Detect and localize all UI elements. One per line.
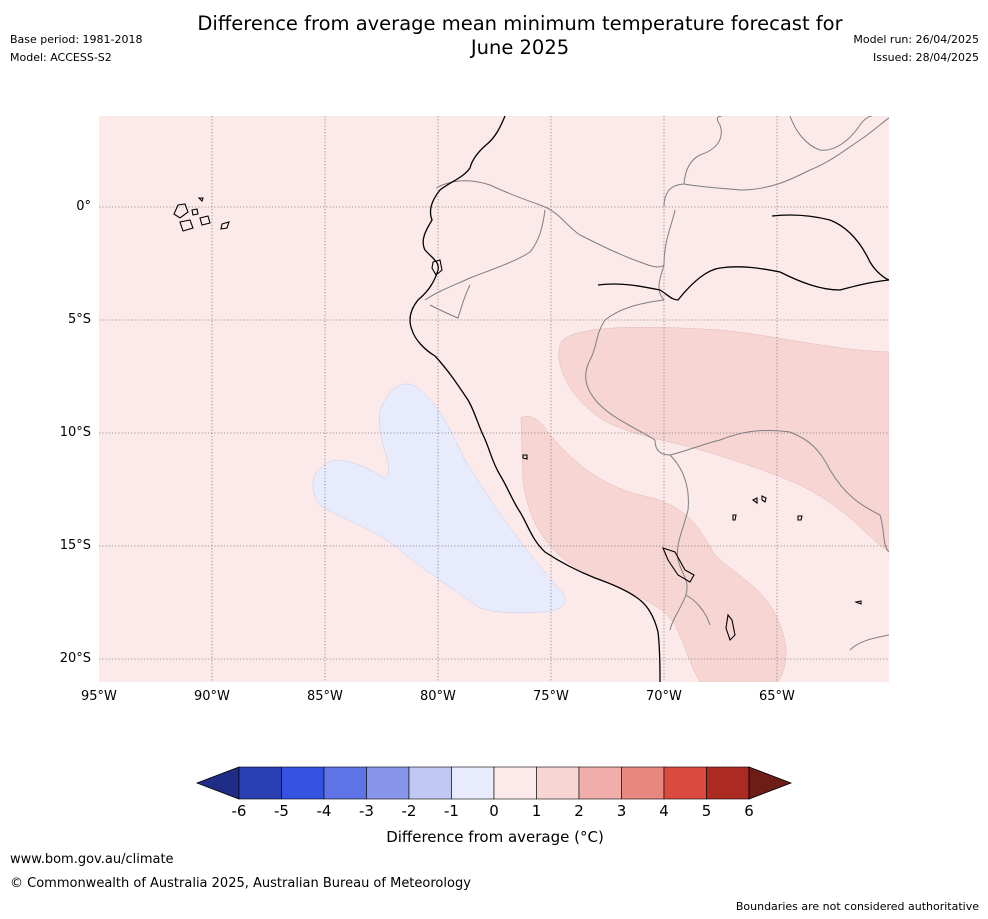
colorbar-segment bbox=[493, 766, 537, 800]
colorbar-segment bbox=[706, 766, 750, 800]
lat-label-5s: 5°S bbox=[67, 312, 91, 327]
lon-label-70w: 70°W bbox=[646, 689, 682, 704]
anomaly-region-warm-north bbox=[558, 326, 889, 553]
colorbar-tick-label: 4 bbox=[659, 802, 669, 820]
model-name: Model: ACCESS-S2 bbox=[10, 51, 112, 64]
copyright: © Commonwealth of Australia 2025, Austra… bbox=[10, 876, 471, 891]
colorbar-segment bbox=[451, 766, 495, 800]
base-period: Base period: 1981-2018 bbox=[10, 33, 143, 46]
lat-label-20s: 20°S bbox=[59, 651, 91, 666]
colorbar-tick-label: -3 bbox=[359, 802, 374, 820]
map-title: Difference from average mean minimum tem… bbox=[150, 12, 890, 60]
colorbar-segment bbox=[536, 766, 580, 800]
colorbar-tick-label: 0 bbox=[489, 802, 499, 820]
colorbar-tick-label: 2 bbox=[574, 802, 584, 820]
website-url[interactable]: www.bom.gov.au/climate bbox=[10, 852, 174, 867]
title-line-1: Difference from average mean minimum tem… bbox=[197, 12, 843, 35]
lat-label-15s: 15°S bbox=[59, 538, 91, 553]
colorbar-segment bbox=[281, 766, 325, 800]
colorbar-label: Difference from average (°C) bbox=[386, 828, 604, 846]
colorbar-segment bbox=[408, 766, 452, 800]
title-line-2: June 2025 bbox=[470, 36, 570, 59]
lon-label-90w: 90°W bbox=[194, 689, 230, 704]
colorbar-segment bbox=[238, 766, 282, 800]
colorbar-tick-label: 3 bbox=[617, 802, 627, 820]
lon-label-65w: 65°W bbox=[759, 689, 795, 704]
islands bbox=[173, 197, 862, 642]
colorbar-extend-high bbox=[748, 766, 793, 800]
colorbar-tick-label: 1 bbox=[532, 802, 542, 820]
colorbar-tick-label: 5 bbox=[702, 802, 712, 820]
lon-label-80w: 80°W bbox=[420, 689, 456, 704]
colorbar-tick-label: -2 bbox=[402, 802, 417, 820]
issued-date: Issued: 28/04/2025 bbox=[872, 51, 979, 64]
lat-label-10s: 10°S bbox=[59, 425, 91, 440]
anomaly-region-cool bbox=[312, 383, 566, 613]
lat-label-0: 0° bbox=[76, 199, 91, 214]
colorbar-tick-label: -6 bbox=[232, 802, 247, 820]
model-run: Model run: 26/04/2025 bbox=[853, 33, 979, 46]
colorbar-segment bbox=[663, 766, 707, 800]
colorbar-segment bbox=[578, 766, 622, 800]
lon-label-85w: 85°W bbox=[307, 689, 343, 704]
lon-label-75w: 75°W bbox=[533, 689, 569, 704]
anomaly-region-warm-south bbox=[520, 416, 787, 682]
colorbar-tick-label: -4 bbox=[317, 802, 332, 820]
disclaimer: Boundaries are not considered authoritat… bbox=[735, 900, 979, 913]
country-boundaries bbox=[424, 116, 889, 651]
colorbar-tick-label: 6 bbox=[744, 802, 754, 820]
colorbar-segment bbox=[366, 766, 410, 800]
colorbar-tick-label: -1 bbox=[444, 802, 459, 820]
colorbar-tick-label: -5 bbox=[274, 802, 289, 820]
colorbar-segment bbox=[621, 766, 665, 800]
lon-label-95w: 95°W bbox=[81, 689, 117, 704]
colorbar-extend-low bbox=[195, 766, 240, 800]
coastline bbox=[409, 116, 889, 682]
colorbar-segment bbox=[323, 766, 367, 800]
graticule bbox=[99, 116, 889, 682]
